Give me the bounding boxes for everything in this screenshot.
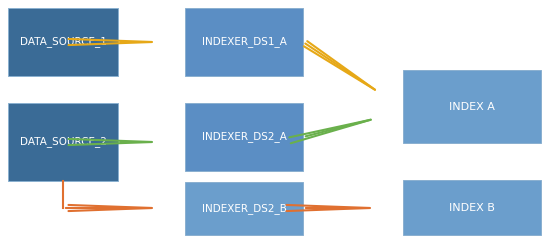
Text: DATA_SOURCE_2: DATA_SOURCE_2 [20, 137, 107, 148]
FancyBboxPatch shape [185, 103, 303, 171]
Text: DATA_SOURCE_1: DATA_SOURCE_1 [20, 36, 107, 47]
FancyBboxPatch shape [185, 182, 303, 235]
FancyBboxPatch shape [403, 70, 541, 143]
Text: INDEXER_DS2_B: INDEXER_DS2_B [201, 203, 287, 214]
FancyBboxPatch shape [8, 103, 118, 181]
Text: INDEX A: INDEX A [449, 102, 495, 112]
Text: INDEX B: INDEX B [449, 202, 495, 212]
FancyBboxPatch shape [403, 180, 541, 235]
Text: INDEXER_DS1_A: INDEXER_DS1_A [201, 36, 287, 47]
FancyBboxPatch shape [8, 8, 118, 76]
Text: INDEXER_DS2_A: INDEXER_DS2_A [201, 131, 287, 142]
FancyBboxPatch shape [185, 8, 303, 76]
